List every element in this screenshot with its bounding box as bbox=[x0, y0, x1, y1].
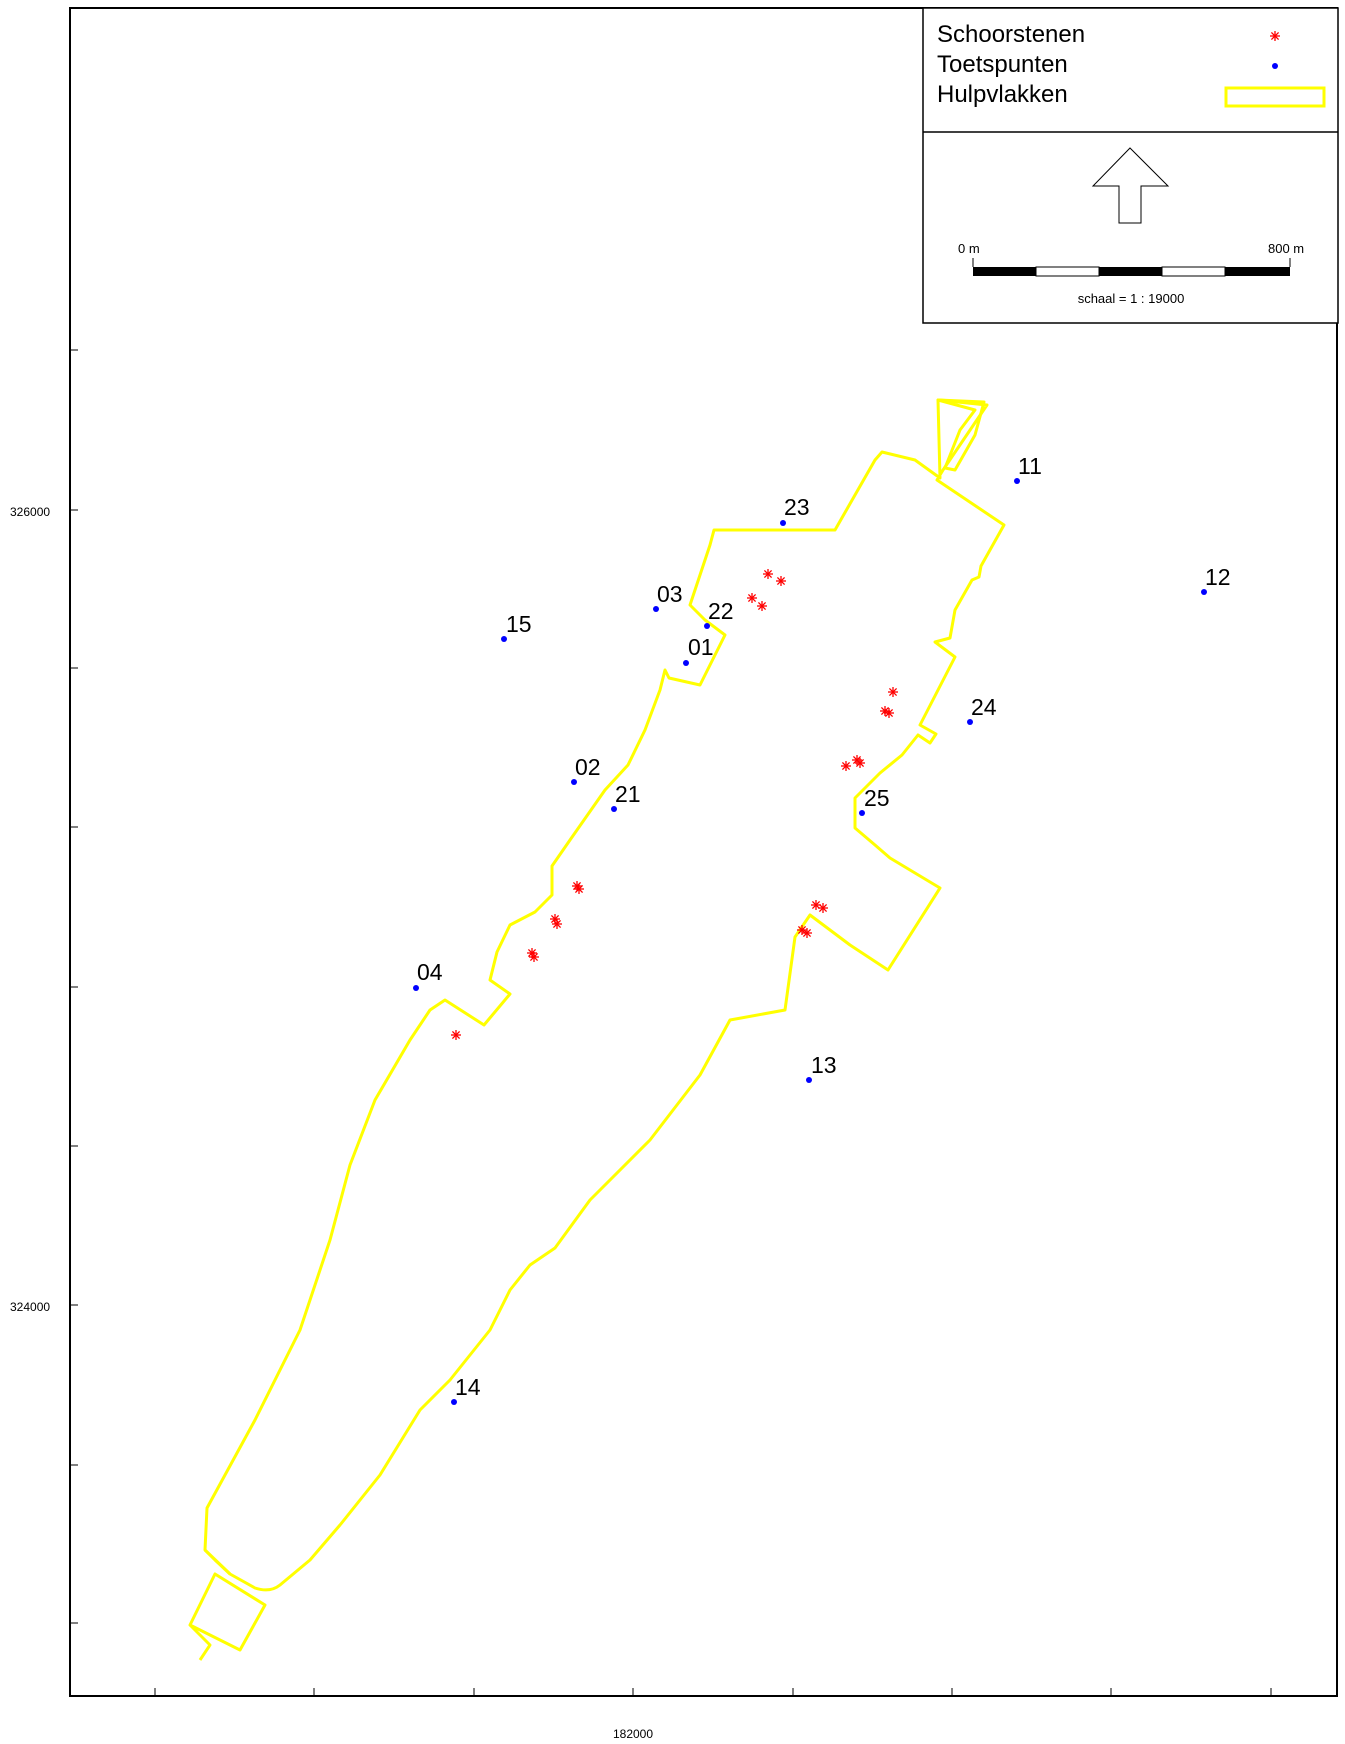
toetspunt-23-dot[interactable] bbox=[780, 520, 786, 526]
schoorsteen-asterisk-icon bbox=[552, 919, 562, 929]
toetspunt-03-dot[interactable] bbox=[653, 606, 659, 612]
toetspunt-24-dot[interactable] bbox=[967, 719, 973, 725]
schoorsteen-asterisk-icon bbox=[451, 1030, 461, 1040]
toetspunt-15-dot[interactable] bbox=[501, 636, 507, 642]
schoorstenen-layer bbox=[451, 569, 898, 1040]
toetspunt-11-label: 11 bbox=[1018, 453, 1042, 479]
y-label-326000: 326000 bbox=[10, 505, 50, 519]
toetspunt-02-dot[interactable] bbox=[571, 779, 577, 785]
toetspunt-12-label: 12 bbox=[1205, 564, 1231, 590]
schoorsteen-asterisk-icon bbox=[880, 706, 890, 716]
toetspunt-03-label: 03 bbox=[657, 581, 683, 607]
scale-start-label: 0 m bbox=[958, 241, 980, 256]
scale-bar: 0 m 800 m schaal = 1 : 19000 bbox=[958, 241, 1304, 306]
legend-toetspunten-label: Toetspunten bbox=[937, 51, 1068, 78]
toetspunt-11-dot[interactable] bbox=[1014, 478, 1020, 484]
schoorsteen-asterisk-icon bbox=[763, 569, 773, 579]
toetspunt-23-label: 23 bbox=[784, 494, 810, 520]
schoorsteen-asterisk-icon bbox=[841, 761, 851, 771]
toetspunt-24-label: 24 bbox=[971, 694, 997, 720]
hulpvlak-pier bbox=[936, 398, 986, 472]
toetspunt-15-label: 15 bbox=[506, 611, 532, 637]
hulpvlak-bottom-tip bbox=[188, 1623, 212, 1661]
scale-end-label: 800 m bbox=[1268, 241, 1304, 256]
north-arrow-icon bbox=[1091, 147, 1170, 224]
toetspunt-13-label: 13 bbox=[811, 1052, 837, 1078]
schoorsteen-asterisk-icon bbox=[747, 593, 757, 603]
toetspunt-13-dot[interactable] bbox=[806, 1077, 812, 1083]
legend-toetspunten-dot-icon bbox=[1272, 63, 1278, 69]
legend-hulpvlakken-label: Hulpvlakken bbox=[937, 81, 1068, 108]
hulpvlak-main-outline bbox=[203, 398, 1006, 1592]
toetspunt-01-dot[interactable] bbox=[683, 660, 689, 666]
toetspunt-12-dot[interactable] bbox=[1201, 589, 1207, 595]
schoorsteen-asterisk-icon bbox=[529, 952, 539, 962]
schoorsteen-asterisk-icon bbox=[888, 687, 898, 697]
toetspunt-22-dot[interactable] bbox=[704, 623, 710, 629]
schoorsteen-asterisk-icon bbox=[884, 708, 894, 718]
toetspunt-22-label: 22 bbox=[708, 598, 734, 624]
schoorsteen-asterisk-icon bbox=[757, 601, 767, 611]
legend-hulpvlakken-rect-icon bbox=[1224, 86, 1326, 108]
hulpvlak-pier-top bbox=[937, 398, 986, 405]
toetspunten-layer: 01 02 03 04 11 12 13 14 15 21 22 23 24 2… bbox=[413, 453, 1231, 1405]
toetspunt-04-dot[interactable] bbox=[413, 985, 419, 991]
scale-ratio-label: schaal = 1 : 19000 bbox=[1078, 291, 1185, 306]
toetspunt-04-label: 04 bbox=[417, 959, 443, 985]
hulpvlak-bottom-block bbox=[188, 1572, 267, 1652]
toetspunt-14-dot[interactable] bbox=[451, 1399, 457, 1405]
legend: Schoorstenen Toetspunten Hulpvlakken 0 m… bbox=[922, 7, 1339, 324]
y-axis-ticks bbox=[70, 349, 78, 1624]
hulpvlak-bottom-block-inner bbox=[203, 1548, 232, 1576]
schoorsteen-asterisk-icon bbox=[802, 928, 812, 938]
toetspunt-21-label: 21 bbox=[615, 781, 641, 807]
y-label-324000: 324000 bbox=[10, 1300, 50, 1314]
toetspunt-02-label: 02 bbox=[575, 754, 601, 780]
legend-schoorstenen-label: Schoorstenen bbox=[937, 21, 1085, 48]
schoorsteen-asterisk-icon bbox=[776, 576, 786, 586]
x-axis-ticks bbox=[154, 1688, 1272, 1696]
schoorsteen-asterisk-icon bbox=[818, 903, 828, 913]
toetspunt-21-dot[interactable] bbox=[611, 806, 617, 812]
legend-schoorstenen-asterisk-icon bbox=[1270, 31, 1280, 41]
hulpvlakken-layer bbox=[188, 398, 1006, 1661]
toetspunt-14-label: 14 bbox=[455, 1374, 481, 1400]
toetspunt-25-label: 25 bbox=[864, 785, 890, 811]
schoorsteen-asterisk-icon bbox=[855, 758, 865, 768]
x-label-182000: 182000 bbox=[613, 1727, 653, 1741]
schoorsteen-asterisk-icon bbox=[574, 884, 584, 894]
toetspunt-01-label: 01 bbox=[688, 634, 714, 660]
toetspunt-25-dot[interactable] bbox=[859, 810, 865, 816]
